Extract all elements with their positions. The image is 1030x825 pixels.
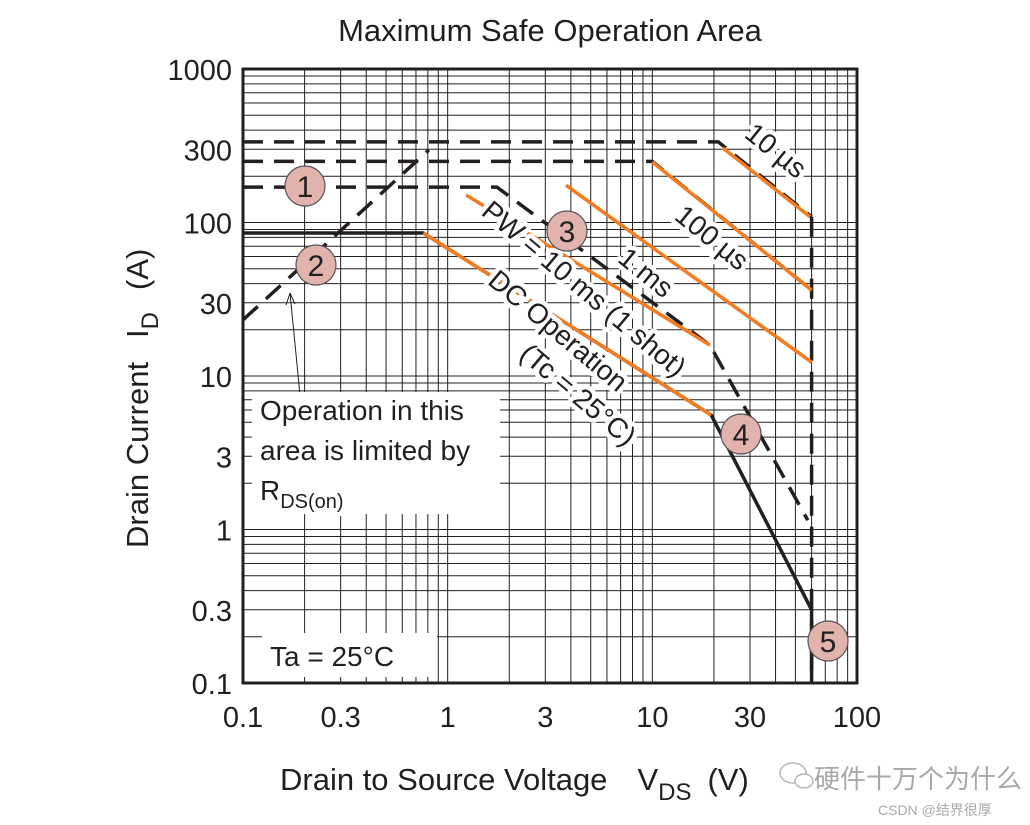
y-tick-label: 1 xyxy=(216,516,232,548)
wechat-icon-small xyxy=(794,773,814,789)
y-tick-label: 0.3 xyxy=(192,596,232,628)
watermark-line2: CSDN @结界很厚 xyxy=(878,802,992,818)
limit-line xyxy=(241,148,431,322)
marker-number: 4 xyxy=(733,419,750,452)
x-tick-label: 30 xyxy=(734,702,766,734)
y-axis-label: Drain CurrentID(A) xyxy=(120,249,164,548)
marker-number: 3 xyxy=(559,216,576,249)
y-tick-label: 1000 xyxy=(167,55,232,87)
rds-note-bg xyxy=(252,392,500,514)
chart-title: Maximum Safe Operation Area xyxy=(338,13,763,48)
marker-circle xyxy=(807,620,849,662)
marker-5: 5 xyxy=(807,620,849,662)
rds-note-line1: Operation in this xyxy=(260,395,464,426)
marker-4: 4 xyxy=(720,413,762,455)
marker-1: 1 xyxy=(284,165,326,207)
marker-number: 5 xyxy=(820,626,837,659)
rds-note-sub: DS(on) xyxy=(280,491,343,513)
y-tick-label: 3 xyxy=(216,442,232,474)
rds-arrow-head xyxy=(285,292,296,306)
wechat-icon xyxy=(779,762,807,784)
marker-number: 2 xyxy=(308,250,325,283)
marker-circle xyxy=(295,244,337,286)
rds-note-symbol: RDS(on) xyxy=(260,475,344,513)
series-line-1-ms xyxy=(564,183,813,364)
x-tick-label: 0.1 xyxy=(223,702,263,734)
marker-2: 2 xyxy=(295,244,337,286)
rds-arrow xyxy=(289,292,301,396)
series-line-100-s xyxy=(651,160,813,292)
x-tick-labels: 0.1 0.3 1 3 10 30 100 xyxy=(223,702,881,734)
ambient-box xyxy=(262,633,437,677)
x-axis-label-sub: DS xyxy=(658,779,691,806)
marker-3: 3 xyxy=(546,210,588,252)
watermark-line1: 硬件十万个为什么 xyxy=(814,764,1022,794)
ambient-label: Ta = 25°C xyxy=(270,641,394,672)
rds-note-line2: area is limited by xyxy=(260,435,470,466)
watermark: 硬件十万个为什么 CSDN @结界很厚 xyxy=(779,762,1022,818)
y-tick-label: 30 xyxy=(200,289,232,321)
y-tick-label: 10 xyxy=(200,362,232,394)
x-tick-label: 1 xyxy=(440,702,456,734)
y-tick-label: 100 xyxy=(184,209,232,241)
marker-circle xyxy=(720,413,762,455)
series-line-dc-operation-tc-25-c- xyxy=(422,231,713,417)
x-tick-label: 3 xyxy=(537,702,553,734)
x-tick-label: 10 xyxy=(636,702,668,734)
y-tick-label: 0.1 xyxy=(192,669,232,701)
marker-number: 1 xyxy=(297,171,314,204)
x-tick-label: 100 xyxy=(833,702,881,734)
marker-circle xyxy=(546,210,588,252)
series-line-pw-10-ms-1-shot- xyxy=(465,193,711,347)
limit-line xyxy=(243,185,810,522)
y-axis-label-sub: D xyxy=(137,312,164,329)
x-axis-label: Drain to Source Voltage VDS (V) xyxy=(280,762,749,806)
plot-frame xyxy=(241,67,859,685)
limit-line xyxy=(243,140,813,219)
y-tick-label: 300 xyxy=(184,135,232,167)
markers: 1 2 3 4 5 xyxy=(284,165,849,662)
x-tick-label: 0.3 xyxy=(320,702,360,734)
y-tick-labels: 1000 300 100 30 10 3 1 0.3 0.1 xyxy=(167,55,232,701)
series-line-10-s xyxy=(721,146,812,219)
label-1ms: 1 ms xyxy=(613,241,680,303)
marker-circle xyxy=(284,165,326,207)
